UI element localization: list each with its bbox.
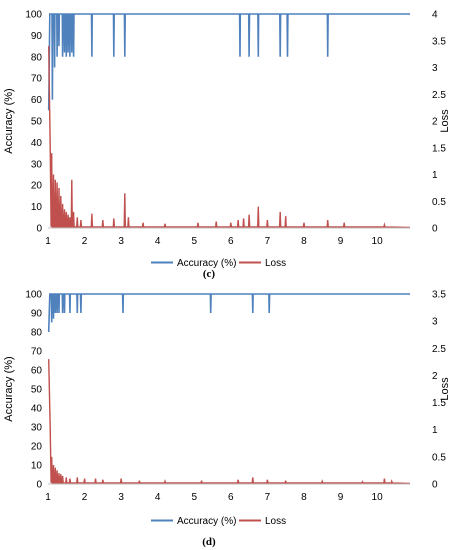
x-tick-label-d-4: 5 [191,492,197,503]
x-tick-label-c-8: 9 [338,236,344,247]
y-axis-title-c: Accuracy (%) [3,88,15,153]
y-tick-label-d-10: 100 [25,290,42,301]
accuracy-line-c-group [47,13,410,111]
x-tick-label-c-1: 2 [82,236,88,247]
x-tick-label-c-7: 8 [301,236,307,247]
x-tick-label-d-6: 7 [265,492,271,503]
panel-label-d: (d) [202,536,216,548]
y-tick-label-c-5: 50 [31,117,43,128]
y-tick-label-d-6: 60 [31,366,43,377]
y-tick-label-c-1: 10 [31,202,43,213]
chart-d: 1 2 3 4 5 6 7 8 9 10 0 10 20 30 40 50 60 70 80 90 100 0 0.5 1… [3,290,451,549]
x-tick-label-c-3: 4 [155,236,161,247]
x-tick-label-d-2: 3 [118,492,124,503]
y-tick-label-c-0: 0 [36,224,42,235]
y-tick-label-c-9: 90 [31,31,43,42]
legend-accuracy-label-c: Accuracy (%) [177,258,236,269]
y-tick-label-c-3: 30 [31,159,43,170]
y-ticks-d: 0 10 20 30 40 50 60 70 80 90 100 [25,290,42,491]
y2-tick-label-d-4: 2 [432,371,438,382]
legend-loss-label-c: Loss [265,258,286,269]
y-tick-label-d-7: 70 [31,347,43,358]
x-tick-label-c-6: 7 [265,236,271,247]
panel-label-c: (c) [203,268,216,280]
y2-tick-label-d-7: 3.5 [432,290,446,301]
legend-c: Accuracy (%) Loss [151,258,286,269]
y-tick-label-c-10: 100 [25,10,42,21]
x-tick-label-c-2: 3 [118,236,124,247]
x-ticks-d: 1 2 3 4 5 6 7 8 9 10 [45,492,383,503]
x-tick-label-d-8: 9 [338,492,344,503]
y2-ticks-d: 0 0.5 1 1.5 2 2.5 3 3.5 [432,290,446,491]
accuracy-line-d [47,293,410,333]
x-ticks-c: 1 2 3 4 5 6 7 8 9 10 [45,236,383,247]
legend-d: Accuracy (%) Loss [151,516,286,527]
x-tick-label-d-9: 10 [372,492,384,503]
x-tick-label-c-0: 1 [45,236,51,247]
y-tick-label-d-1: 10 [31,461,43,472]
x-tick-label-d-3: 4 [155,492,161,503]
y2-tick-label-d-2: 1 [432,425,438,436]
y2-tick-label-c-4: 2 [432,117,438,128]
y2-tick-label-c-8: 4 [432,10,438,21]
y-ticks-c: 0 10 20 30 40 50 60 70 80 90 100 [25,10,42,235]
x-tick-label-d-1: 2 [82,492,88,503]
loss-line-c-group [48,46,411,229]
y2-tick-label-c-5: 2.5 [432,90,446,101]
chart-c: 1 2 3 4 5 6 7 8 9 10 0 10 20 30 40 50 60 70 80 90 100 0 0.5 1… [3,10,451,281]
x-tick-label-c-4: 5 [191,236,197,247]
accuracy-line-c [47,13,410,111]
y-tick-label-c-7: 70 [31,74,43,85]
y-axis-title-d: Accuracy (%) [3,356,15,421]
y-tick-label-d-0: 0 [36,480,42,491]
x-tick-label-d-5: 6 [228,492,234,503]
y-tick-label-c-8: 80 [31,52,43,63]
legend-accuracy-label-d: Accuracy (%) [177,516,236,527]
y-tick-label-c-2: 20 [31,181,43,192]
y-tick-label-d-4: 40 [31,404,43,415]
y-tick-label-c-4: 40 [31,138,43,149]
loss-line-c [48,46,411,229]
x-tick-label-d-0: 1 [45,492,51,503]
loss-line-d-group [48,359,411,485]
y2-axis-title-d: Loss [439,377,451,401]
y2-ticks-c: 0 0.5 1 1.5 2 2.5 3 3.5 4 [432,10,446,235]
x-tick-label-c-5: 6 [228,236,234,247]
y2-tick-label-c-6: 3 [432,63,438,74]
y-tick-label-c-6: 60 [31,95,43,106]
y-tick-label-d-5: 50 [31,385,43,396]
x-tick-label-c-9: 10 [372,236,384,247]
y2-tick-label-c-7: 3.5 [432,36,446,47]
y2-tick-label-c-3: 1.5 [432,143,446,154]
y2-tick-label-c-2: 1 [432,170,438,181]
accuracy-line-d-group [47,293,410,333]
y2-tick-label-d-3: 1.5 [432,398,446,409]
y-tick-label-d-3: 30 [31,423,43,434]
y2-tick-label-d-0: 0 [432,480,438,491]
y2-axis-title-c: Loss [439,109,451,133]
y2-tick-label-c-0: 0 [432,224,438,235]
y2-tick-label-d-5: 2.5 [432,344,446,355]
y2-tick-label-d-6: 3 [432,317,438,328]
x-tick-label-d-7: 8 [301,492,307,503]
y-tick-label-d-9: 90 [31,309,43,320]
legend-loss-label-d: Loss [265,516,286,527]
y-tick-label-d-2: 20 [31,442,43,453]
loss-line-d [48,359,411,485]
y2-tick-label-d-1: 0.5 [432,452,446,463]
y2-tick-label-c-1: 0.5 [432,197,446,208]
y-tick-label-d-8: 80 [31,328,43,339]
